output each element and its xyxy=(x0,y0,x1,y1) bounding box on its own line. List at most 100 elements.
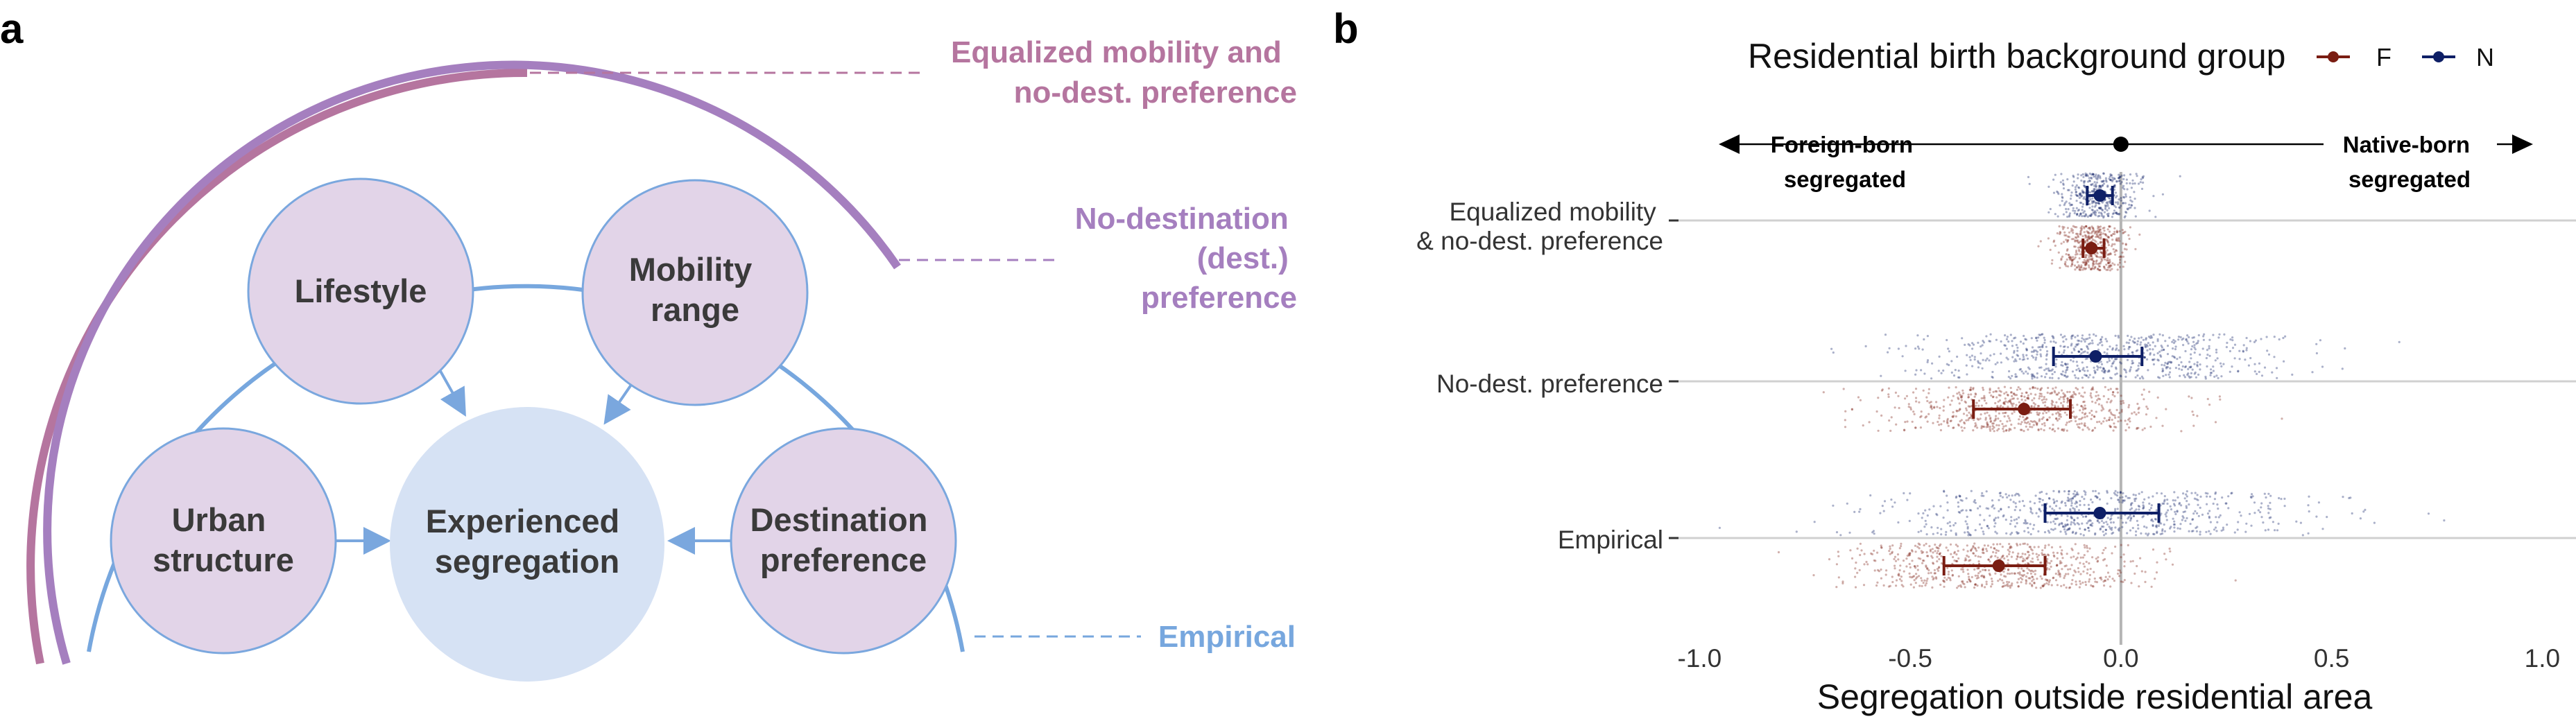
jitter-point xyxy=(2271,371,2274,374)
jitter-point xyxy=(2099,527,2102,530)
jitter-point xyxy=(2111,532,2113,535)
jitter-point xyxy=(2002,585,2004,588)
jitter-point xyxy=(2183,497,2186,500)
jitter-point xyxy=(1973,356,1976,358)
jitter-point xyxy=(2096,519,2099,522)
jitter-point xyxy=(2111,262,2114,265)
jitter-point xyxy=(2005,347,2008,350)
jitter-point xyxy=(2010,546,2013,549)
jitter-point xyxy=(2101,214,2104,217)
jitter-point xyxy=(1961,580,1964,583)
jitter-point xyxy=(2046,419,2049,422)
jitter-point xyxy=(2000,390,2002,393)
jitter-point xyxy=(2138,337,2140,340)
jitter-point xyxy=(2084,407,2086,410)
jitter-point xyxy=(2081,205,2084,208)
jitter-point xyxy=(2104,370,2106,372)
jitter-point xyxy=(1917,530,1920,533)
jitter-point xyxy=(2124,193,2127,196)
jitter-point xyxy=(2090,396,2093,399)
jitter-point xyxy=(2050,392,2053,395)
jitter-point xyxy=(2066,519,2068,522)
mean-point-F xyxy=(2018,403,2031,415)
jitter-point xyxy=(2138,508,2140,511)
jitter-point xyxy=(2084,256,2088,259)
jitter-point xyxy=(2109,388,2112,390)
jitter-point xyxy=(2086,259,2089,262)
jitter-point xyxy=(2118,501,2121,503)
jitter-point xyxy=(1955,496,1957,499)
jitter-point xyxy=(2084,172,2087,175)
jitter-point xyxy=(2081,416,2084,419)
jitter-point xyxy=(2077,523,2080,526)
jitter-point xyxy=(1974,555,1977,557)
jitter-point xyxy=(1974,392,1977,395)
jitter-point xyxy=(2220,375,2223,378)
jitter-point xyxy=(2055,393,2058,396)
jitter-point xyxy=(2081,428,2084,431)
jitter-point xyxy=(2072,396,2075,399)
jitter-point xyxy=(1894,391,1897,395)
jitter-point xyxy=(1936,568,1939,571)
jitter-point xyxy=(2090,200,2093,202)
jitter-point xyxy=(2155,526,2158,528)
jitter-point xyxy=(2110,528,2113,531)
jitter-point xyxy=(2145,338,2147,341)
jitter-point xyxy=(1880,568,1882,571)
jitter-point xyxy=(2033,523,2036,526)
jitter-point xyxy=(2139,343,2142,346)
jitter-point xyxy=(2224,502,2227,505)
jitter-point xyxy=(2052,577,2054,580)
jitter-point xyxy=(1931,575,1934,578)
jitter-point xyxy=(2163,364,2166,367)
jitter-point xyxy=(2082,570,2085,573)
jitter-point xyxy=(2142,181,2145,184)
jitter-point xyxy=(2169,367,2172,370)
jitter-point xyxy=(2075,194,2078,197)
jitter-point xyxy=(2231,365,2233,368)
jitter-point xyxy=(2063,335,2066,338)
jitter-point xyxy=(2129,368,2131,371)
jitter-point xyxy=(1988,572,1991,575)
jitter-point xyxy=(1999,492,2002,494)
jitter-point xyxy=(2084,185,2086,188)
jitter-point xyxy=(1875,410,1878,413)
jitter-point xyxy=(2083,259,2086,261)
jitter-point xyxy=(2106,184,2109,187)
jitter-point xyxy=(2090,388,2093,391)
jitter-point xyxy=(1990,419,1993,422)
jitter-point xyxy=(1902,585,1905,588)
jitter-point xyxy=(2019,340,2023,343)
jitter-point xyxy=(2190,348,2193,351)
jitter-point xyxy=(1930,408,1933,410)
jitter-point xyxy=(2128,426,2131,429)
jitter-point xyxy=(1923,579,1926,582)
jitter-point xyxy=(1932,562,1935,565)
jitter-point xyxy=(2129,338,2131,341)
jitter-point xyxy=(2075,557,2077,561)
jitter-point xyxy=(2059,572,2061,575)
jitter-point xyxy=(2034,358,2037,361)
jitter-point xyxy=(2342,496,2344,499)
jitter-point xyxy=(2153,358,2156,361)
jitter-point xyxy=(2105,564,2108,567)
jitter-point xyxy=(2063,398,2066,401)
legend-label-f: F xyxy=(2376,43,2392,71)
jitter-point xyxy=(2012,402,2015,405)
jitter-point xyxy=(1994,390,1997,393)
jitter-point xyxy=(2161,367,2164,370)
jitter-point xyxy=(2103,584,2106,587)
jitter-point xyxy=(1909,406,1912,409)
jitter-point xyxy=(2123,216,2126,219)
jitter-point xyxy=(1966,373,1968,376)
jitter-point xyxy=(2076,364,2079,367)
jitter-point xyxy=(2052,551,2055,554)
jitter-point xyxy=(2063,428,2066,431)
jitter-point xyxy=(2098,230,2101,233)
jitter-point xyxy=(1848,531,1851,534)
jitter-point xyxy=(1946,501,1949,504)
jitter-point xyxy=(1997,387,2000,390)
jitter-point xyxy=(2066,413,2068,416)
jitter-point xyxy=(1963,426,1966,429)
node-urban-structure-label: Urban structure xyxy=(153,501,294,578)
